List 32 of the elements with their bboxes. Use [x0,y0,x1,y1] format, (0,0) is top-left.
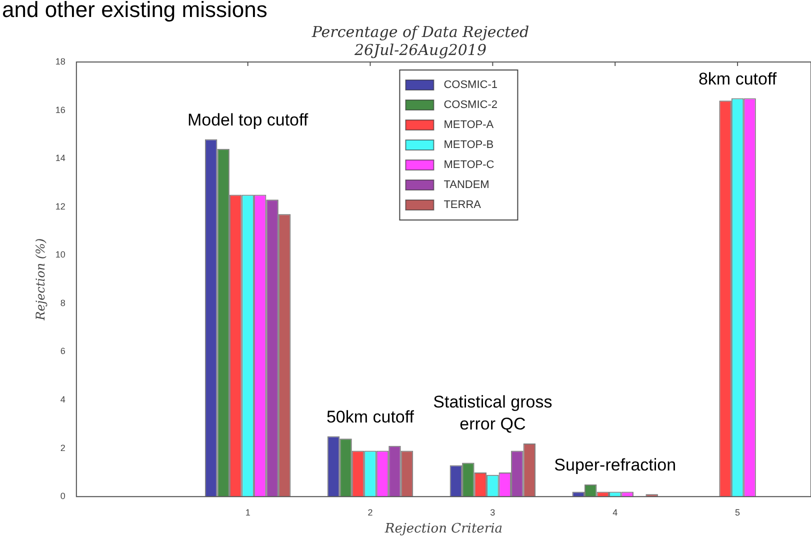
annotation: Model top cutoff [187,110,308,130]
legend-label: TANDEM [444,179,490,192]
y-axis-title: Rejection (%) [33,238,48,322]
y-tick-label: 10 [55,250,66,260]
x-tick-label: 5 [735,507,740,518]
y-tick-label: 8 [60,298,66,308]
x-tick-label: 3 [490,507,496,518]
legend-label: METOP-B [444,139,494,152]
y-tick-label: 14 [55,153,66,164]
legend-label: COSMIC-1 [444,79,498,92]
legend-label: METOP-C [444,159,494,172]
y-tick-label: 12 [55,201,66,212]
y-tick-label: 2 [60,442,66,453]
text: and other existing missions [2,0,268,22]
x-tick-label: 4 [612,507,618,518]
annotation: 50km cutoff [326,407,414,426]
chart-subtitle: 26Jul-26Aug2019 [354,40,487,59]
annotation: Super-refraction [554,456,676,475]
x-tick-label: 2 [368,507,373,518]
legend-label: COSMIC-2 [444,99,498,112]
legend-label: METOP-A [444,119,494,132]
annotation: 8km cutoff [698,69,777,88]
x-axis-title: Rejection Criteria [384,522,502,537]
legend-label: TERRA [444,199,482,212]
chart-title: Percentage of Data Rejected [310,22,530,41]
x-tick-label: 1 [245,507,250,518]
y-tick-label: 6 [60,346,66,356]
y-tick-label: 16 [55,104,66,115]
y-tick-label: 4 [60,394,66,405]
y-tick-label: 18 [55,56,66,66]
y-tick-label: 0 [60,491,66,502]
annotation: Statistical gross error QC [433,392,552,434]
